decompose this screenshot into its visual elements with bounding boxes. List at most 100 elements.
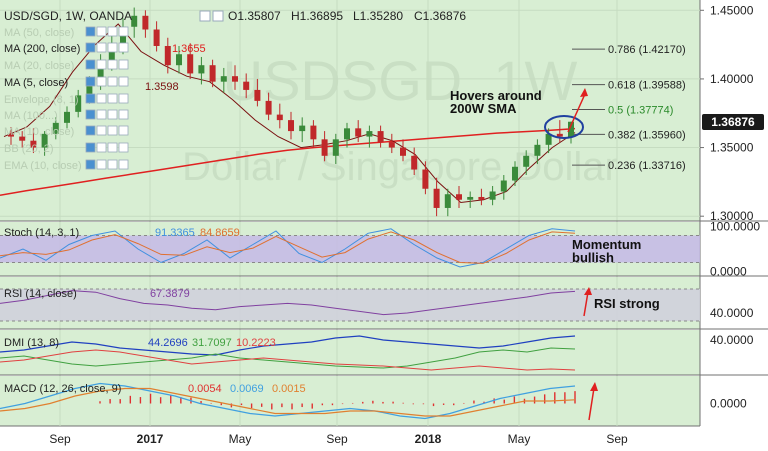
settings-icon[interactable] <box>96 125 107 136</box>
add-icon[interactable] <box>107 93 118 104</box>
add-icon[interactable] <box>107 125 118 136</box>
adx-line <box>0 349 576 371</box>
grid <box>0 0 700 426</box>
candle-body <box>332 139 339 156</box>
candle-body <box>276 114 283 121</box>
settings-icon[interactable] <box>199 10 211 22</box>
candle-body <box>545 133 552 145</box>
rsi-arrow-head <box>584 287 592 295</box>
settings-icon[interactable] <box>96 159 107 170</box>
candle-body <box>8 133 14 137</box>
add-icon[interactable] <box>107 59 118 70</box>
candle-body <box>19 136 26 141</box>
add-icon[interactable] <box>107 42 118 53</box>
visibility-toggle-icon[interactable] <box>85 76 96 87</box>
settings-icon[interactable] <box>96 42 107 53</box>
sma-highlight-ellipse <box>544 115 584 139</box>
visibility-toggle-icon[interactable] <box>85 26 96 37</box>
candle-body <box>164 45 171 66</box>
candle-body <box>377 131 384 143</box>
x-tick-label: 2018 <box>415 432 442 446</box>
macd-signal-value: 0.0015 <box>272 383 306 395</box>
fib-label: 0.236 (1.33716) <box>608 160 686 172</box>
indicator-label: MA (20, close) <box>4 60 74 72</box>
settings-icon[interactable] <box>96 142 107 153</box>
remove-icon[interactable] <box>118 142 129 153</box>
x-tick-label: 2017 <box>137 432 164 446</box>
add-icon[interactable] <box>107 109 118 120</box>
macd-hist-value: 0.0054 <box>188 383 222 395</box>
visibility-toggle-icon[interactable] <box>85 42 96 53</box>
stoch-tick: 100.0000 <box>710 220 760 234</box>
fib-label: 0.5 (1.37774) <box>608 104 673 116</box>
settings-icon[interactable] <box>96 109 107 120</box>
macd-tick: 0.0000 <box>710 397 747 411</box>
add-icon[interactable] <box>107 26 118 37</box>
visibility-toggle-icon[interactable] <box>85 109 96 120</box>
dmi-minus-value: 31.7097 <box>192 337 232 349</box>
rsi-label: RSI (14, close) <box>4 288 77 300</box>
candle-body <box>209 65 216 82</box>
macd-arrow-head <box>590 382 598 391</box>
stoch-d-line <box>0 231 576 264</box>
ohlc-low: L1.35280 <box>353 9 403 23</box>
macd-pane <box>0 376 700 426</box>
add-icon[interactable] <box>107 142 118 153</box>
rsi-tick: 40.0000 <box>710 306 754 320</box>
time-axis-panel <box>0 426 700 451</box>
candle-body <box>288 120 294 132</box>
candle-body <box>108 43 115 63</box>
indicator-label: BB (20, 2) <box>4 143 54 155</box>
candle-body <box>500 180 507 192</box>
indicator-label: MA (200, close) <box>4 43 80 55</box>
remove-icon[interactable] <box>118 59 129 70</box>
add-icon[interactable] <box>107 159 118 170</box>
remove-icon[interactable] <box>118 26 129 37</box>
y-tick-label: 1.40000 <box>710 72 754 86</box>
y-tick-label: 1.35000 <box>710 141 754 155</box>
candle-body <box>489 191 496 200</box>
x-tick-label: May <box>508 432 531 446</box>
candle-body <box>433 188 440 208</box>
remove-icon[interactable] <box>118 125 129 136</box>
rsi-value: 67.3879 <box>150 288 190 300</box>
settings-icon[interactable] <box>96 59 107 70</box>
dmi-minus-line <box>0 347 576 369</box>
candle-body <box>142 15 149 30</box>
settings-icon[interactable] <box>96 76 107 87</box>
candle-body <box>153 29 160 46</box>
visibility-toggle-icon[interactable] <box>85 125 96 136</box>
candle-body <box>344 128 350 140</box>
remove-icon[interactable] <box>118 109 129 120</box>
sma-note-line1: Hovers around <box>450 88 542 103</box>
sma-note-line2: 200W SMA <box>450 101 517 116</box>
candle-body <box>187 54 194 74</box>
candle-body <box>456 194 462 200</box>
remove-icon[interactable] <box>118 76 129 87</box>
settings-icon[interactable] <box>96 93 107 104</box>
visibility-icon[interactable] <box>212 10 224 22</box>
visibility-toggle-icon[interactable] <box>85 93 96 104</box>
candle-body <box>366 131 373 137</box>
candle-body <box>444 194 451 208</box>
candle-body <box>512 166 518 181</box>
settings-icon[interactable] <box>96 26 107 37</box>
stoch-band <box>0 235 700 263</box>
visibility-toggle-icon[interactable] <box>85 59 96 70</box>
dmi-pane <box>0 330 700 375</box>
indicator-label: Envelope (8, 1) <box>4 94 79 106</box>
dmi-plus-value: 44.2696 <box>148 337 188 349</box>
remove-icon[interactable] <box>118 159 129 170</box>
price-arrow <box>567 93 586 133</box>
dmi-plus-line <box>0 335 576 356</box>
candle-body <box>467 196 474 200</box>
candle-body <box>220 76 227 82</box>
candle-body <box>86 84 93 96</box>
remove-icon[interactable] <box>118 93 129 104</box>
add-icon[interactable] <box>107 76 118 87</box>
visibility-toggle-icon[interactable] <box>85 142 96 153</box>
macd-label: MACD (12, 26, close, 9) <box>4 383 121 395</box>
adx-value: 10.2223 <box>236 337 276 349</box>
remove-icon[interactable] <box>118 42 129 53</box>
visibility-toggle-icon[interactable] <box>85 159 96 170</box>
